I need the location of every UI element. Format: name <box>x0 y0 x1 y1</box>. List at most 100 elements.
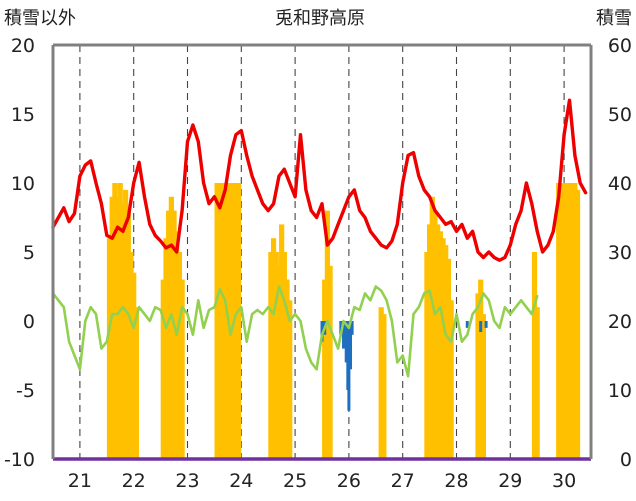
snow-bar <box>424 252 430 459</box>
snow-bar <box>109 196 115 460</box>
snow-bar <box>564 183 570 459</box>
snow-bar <box>227 183 234 459</box>
snow-bar <box>478 279 484 459</box>
snow-bar <box>171 210 177 459</box>
snow-bar <box>534 307 540 459</box>
snow-bar <box>475 293 481 459</box>
left-tick-label: 15 <box>11 104 35 126</box>
snow-bar <box>270 238 277 459</box>
negative-bar <box>484 321 488 328</box>
snow-bar <box>324 210 330 459</box>
x-tick-label: 24 <box>229 470 253 492</box>
snow-bar <box>279 224 285 459</box>
right-tick-label: 30 <box>608 242 632 264</box>
snow-bar <box>378 307 384 459</box>
x-tick-label: 29 <box>498 470 522 492</box>
x-tick-label: 23 <box>175 470 199 492</box>
x-ticks: 21 22 23 24 25 26 27 28 29 30 <box>68 470 576 492</box>
snow-bar <box>120 203 126 459</box>
negative-bar <box>350 321 354 335</box>
snow-bar <box>131 272 137 459</box>
snow-bar <box>222 183 228 459</box>
right-tick-label: 20 <box>608 311 632 333</box>
x-tick-label: 26 <box>337 470 361 492</box>
snow-bar <box>117 183 123 459</box>
snow-bar <box>163 238 169 459</box>
right-axis-title: 積雪 <box>596 8 632 29</box>
snow-bar <box>273 252 279 459</box>
negative-bar <box>342 321 346 349</box>
snow-bar <box>106 238 113 459</box>
left-tick-label: 5 <box>23 242 35 264</box>
snow-bar <box>427 224 433 459</box>
snow-bar <box>125 210 131 459</box>
x-tick-label: 27 <box>391 470 415 492</box>
snow-bar <box>432 210 438 459</box>
negative-bars <box>320 321 488 411</box>
snow-bar <box>566 183 573 459</box>
right-tick-label: 0 <box>620 449 632 471</box>
left-axis-title: 積雪以外 <box>4 8 76 29</box>
snow-bar <box>214 183 220 459</box>
snow-bar <box>112 183 118 459</box>
snow-bar <box>276 265 282 459</box>
left-tick-label: 10 <box>11 173 35 195</box>
right-tick-label: 60 <box>608 35 632 57</box>
snow-bar <box>448 300 454 459</box>
snow-bar <box>287 300 293 459</box>
right-tick-label: 50 <box>608 104 632 126</box>
snow-bar <box>281 252 287 459</box>
snow-bar <box>128 252 134 459</box>
negative-bar <box>344 321 348 363</box>
snow-bar <box>429 196 435 460</box>
snow-bar <box>168 196 174 460</box>
snow-bar <box>236 183 242 459</box>
snow-bar <box>133 307 139 459</box>
snow-bar <box>217 183 223 459</box>
negative-bar <box>465 321 469 328</box>
snow-bar <box>166 210 172 459</box>
snow-bar <box>160 279 166 459</box>
snow-bar <box>114 196 121 460</box>
snow-bar <box>381 314 387 459</box>
negative-bar <box>479 321 483 333</box>
series-lines <box>51 98 588 378</box>
chart-title: 兎和野高原 <box>275 8 365 29</box>
negative-bar <box>349 321 353 370</box>
left-y-ticks: 20 15 10 5 0 -5 -10 <box>4 35 35 471</box>
snow-bar <box>574 189 581 459</box>
snow-bar <box>174 231 180 459</box>
x-tick-label: 28 <box>444 470 468 492</box>
green-series-line <box>51 285 539 378</box>
snow-bar <box>322 279 328 459</box>
snow-bar <box>445 258 452 459</box>
snow-bar <box>123 189 129 459</box>
vertical-grid <box>79 45 565 459</box>
x-tick-label: 30 <box>552 470 576 492</box>
left-tick-label: 20 <box>11 35 35 57</box>
snow-bar <box>437 231 443 459</box>
snow-bar <box>572 183 578 459</box>
snow-bar <box>233 183 239 459</box>
snow-bar <box>531 252 538 459</box>
negative-bar <box>347 321 351 411</box>
snow-bar <box>443 245 449 459</box>
snow-bar <box>327 265 333 459</box>
x-tick-label: 22 <box>122 470 146 492</box>
snow-bar <box>561 183 567 459</box>
right-y-ticks: 60 50 40 30 20 10 0 <box>608 35 632 471</box>
snow-bar <box>268 252 274 459</box>
snow-bar <box>558 183 565 459</box>
right-tick-label: 40 <box>608 173 632 195</box>
red-series-line <box>51 98 588 262</box>
snow-bar <box>556 183 562 459</box>
left-tick-label: 0 <box>23 311 35 333</box>
snow-bar <box>480 314 486 459</box>
snow-bar <box>569 183 575 459</box>
left-tick-label: -5 <box>16 380 35 402</box>
left-tick-label: -10 <box>4 449 35 471</box>
x-tick-label: 21 <box>68 470 92 492</box>
snow-bar <box>179 279 185 459</box>
snow-bar <box>284 279 290 459</box>
